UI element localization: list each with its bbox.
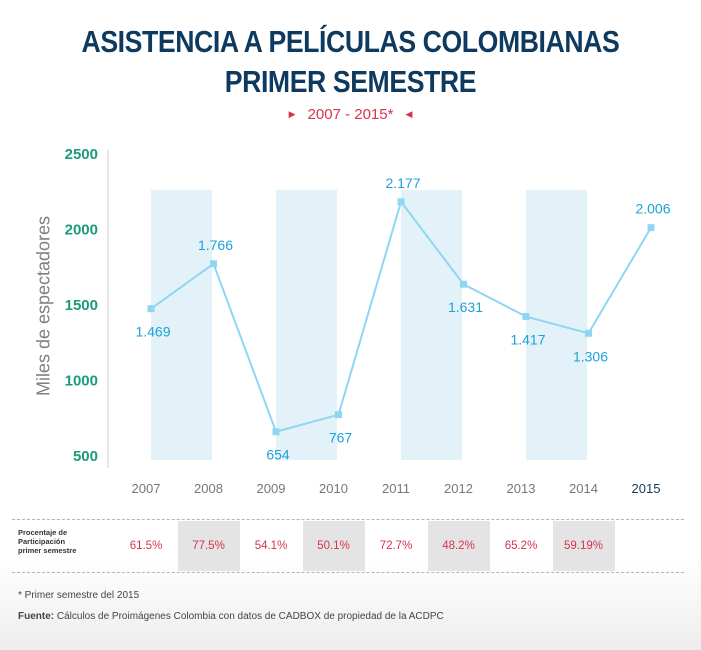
participation-cell-2011: 72.7% <box>379 540 413 552</box>
participation-cell-2009: 54.1% <box>254 540 288 552</box>
participation-cell-2012: 48.2% <box>427 521 490 571</box>
x-tick-2015: 2015 <box>632 481 661 496</box>
point-2012 <box>460 280 467 288</box>
value-label-2015: 2.006 <box>635 201 670 217</box>
y-tick-1500: 1500 <box>65 297 98 314</box>
participation-cell-2013: 65.2% <box>504 540 538 552</box>
x-tick-2014: 2014 <box>569 481 598 496</box>
participation-label: Procentaje de Participación primer semes… <box>18 528 78 555</box>
value-label-2010: 767 <box>329 430 353 446</box>
point-2014 <box>585 329 592 337</box>
band-2009 <box>276 190 337 460</box>
band-2011 <box>401 190 462 460</box>
y-tick-1000: 1000 <box>65 373 98 390</box>
participation-cell-2010: 50.1% <box>302 521 365 571</box>
x-tick-2012: 2012 <box>444 481 473 496</box>
value-label-2009: 654 <box>266 447 290 463</box>
footnote: * Primer semestre del 2015 <box>18 590 140 601</box>
participation-label-text: Procentaje de Participación primer semes… <box>18 528 77 555</box>
point-2010 <box>335 411 342 419</box>
band-2007 <box>151 190 212 460</box>
point-2015 <box>647 224 655 232</box>
x-tick-2013: 2013 <box>507 481 536 496</box>
x-tick-2008: 2008 <box>194 481 223 496</box>
chart-subtitle: ▶ 2007 - 2015* ◀ <box>0 106 701 123</box>
participation-cell-2014: 59.19% <box>552 521 615 571</box>
point-2009 <box>272 428 280 436</box>
y-tick-2000: 2000 <box>65 222 98 239</box>
value-label-2007: 1.469 <box>135 324 170 340</box>
participation-cell-2007: 61.5% <box>129 540 163 552</box>
value-label-2013: 1.417 <box>510 332 545 348</box>
source-text: Cálculos de Proimágenes Colombia con dat… <box>56 611 444 622</box>
source-label: Fuente: <box>18 611 55 622</box>
x-tick-2007: 2007 <box>132 481 161 496</box>
x-tick-2010: 2010 <box>319 481 348 496</box>
point-2011 <box>397 198 405 206</box>
attendance-line-chart: 2500 2000 1500 1000 500 1.469 1.766 654 767 2.177… <box>65 146 671 496</box>
source-note: Fuente: Cálculos de Proimágenes Colombia… <box>18 611 444 622</box>
bottom-dashed-divider <box>12 572 684 573</box>
chart-title-line-1: ASISTENCIA A PELÍCULAS COLOMBIANAS <box>81 24 620 59</box>
chart-title-line-2: PRIMER SEMESTRE <box>224 64 477 99</box>
participation-cell-2008: 77.5% <box>177 521 240 571</box>
value-label-2014: 1.306 <box>573 348 608 364</box>
top-dashed-divider <box>12 519 684 520</box>
y-tick-500: 500 <box>73 448 98 465</box>
point-2008 <box>210 260 217 268</box>
x-tick-2011: 2011 <box>382 481 410 496</box>
subtitle-text: 2007 - 2015* <box>307 106 394 123</box>
value-label-2012: 1.631 <box>448 299 483 315</box>
point-2007 <box>147 305 155 313</box>
value-label-2011: 2.177 <box>385 175 420 191</box>
point-2013 <box>522 313 530 321</box>
triangle-left-icon: ◀ <box>405 109 413 119</box>
x-tick-2009: 2009 <box>257 481 286 496</box>
triangle-right-icon: ▶ <box>288 109 296 119</box>
y-tick-2500: 2500 <box>65 146 98 163</box>
value-label-2008: 1.766 <box>198 237 233 253</box>
